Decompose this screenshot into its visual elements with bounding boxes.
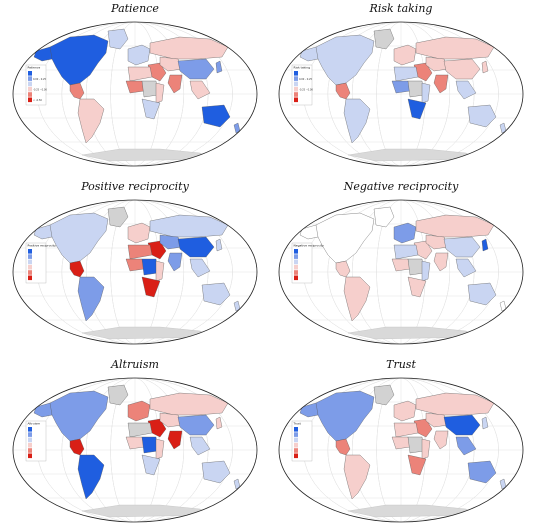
legend-tick-label: -0.25 - 0.00 — [33, 89, 47, 92]
legend-swatch — [294, 98, 298, 103]
world-map: Risk taking 0.00 - 0.25 -0.25 - 0.00 — [276, 19, 526, 169]
legend-swatch — [294, 249, 298, 254]
map-title: Patience — [6, 2, 264, 15]
world-map: Negative reciprocity — [276, 197, 526, 347]
legend-title: Positive reciprocity — [28, 244, 57, 248]
legend-tick-label: -0.25 - 0.00 — [299, 89, 313, 92]
legend-swatch — [28, 265, 32, 270]
map-panel-negative-reciprocity: Negative reciprocity Negative reciprocit… — [272, 180, 530, 348]
legend-title: Patience — [28, 66, 41, 70]
region-central-africa — [142, 81, 158, 97]
legend-swatch — [28, 76, 32, 81]
legend-swatch — [294, 454, 298, 459]
legend-swatch — [28, 427, 32, 432]
legend-swatch — [28, 443, 32, 448]
legend-swatch — [28, 92, 32, 97]
map-legend: Patience 0.00 - 0.25 -0.25 - 0.00 < -0.50 — [26, 65, 47, 105]
legend-swatch — [294, 260, 298, 265]
legend-swatch — [294, 443, 298, 448]
legend-swatch — [294, 265, 298, 270]
map-panel-patience: Patience Patience 0.00 - 0.25 -0.25 - 0.00… — [6, 2, 264, 170]
legend-swatch — [28, 249, 32, 254]
legend-swatch — [28, 98, 32, 103]
world-map: Altruism — [10, 375, 260, 525]
legend-title: Risk taking — [294, 66, 311, 70]
legend-swatch — [294, 76, 298, 81]
legend-swatch — [28, 454, 32, 459]
legend-swatch — [28, 276, 32, 281]
legend-swatch — [28, 87, 32, 92]
map-panel-altruism: Altruism Altruism — [6, 358, 264, 526]
legend-swatch — [294, 71, 298, 76]
map-title: Negative reciprocity — [272, 180, 530, 193]
legend-swatch — [28, 254, 32, 259]
region-central-africa — [408, 437, 424, 453]
legend-swatch — [28, 432, 32, 437]
map-title: Risk taking — [272, 2, 530, 15]
map-panel-trust: Trust Trust — [272, 358, 530, 526]
world-map: Positive reciprocity — [10, 197, 260, 347]
legend-swatch — [294, 87, 298, 92]
region-central-africa — [142, 437, 158, 453]
legend-swatch — [294, 82, 298, 87]
map-legend: Altruism — [26, 421, 46, 461]
legend-title: Altruism — [28, 422, 41, 426]
legend-swatch — [294, 427, 298, 432]
region-central-africa — [142, 259, 158, 275]
legend-tick-label: < -0.50 — [33, 99, 42, 102]
legend-swatch — [294, 254, 298, 259]
map-panel-positive-reciprocity: Positive reciprocity Positive reciprocit… — [6, 180, 264, 348]
map-panel-risk-taking: Risk taking Risk taking 0.00 - 0.25 -0.25 … — [272, 2, 530, 170]
legend-tick-label: 0.00 - 0.25 — [299, 78, 313, 81]
legend-swatch — [28, 438, 32, 443]
legend-swatch — [294, 270, 298, 275]
legend-swatch — [294, 448, 298, 453]
legend-swatch — [28, 71, 32, 76]
world-map: Patience 0.00 - 0.25 -0.25 - 0.00 < -0.50 — [10, 19, 260, 169]
legend-swatch — [294, 92, 298, 97]
legend-swatch — [294, 432, 298, 437]
legend-swatch — [28, 448, 32, 453]
legend-swatch — [294, 438, 298, 443]
legend-swatch — [28, 82, 32, 87]
map-title: Positive reciprocity — [6, 180, 264, 193]
map-title: Altruism — [6, 358, 264, 371]
legend-swatch — [28, 260, 32, 265]
legend-title: Trust — [293, 422, 302, 426]
map-title: Trust — [272, 358, 530, 371]
legend-swatch — [294, 276, 298, 281]
legend-title: Negative reciprocity — [294, 244, 324, 248]
map-legend: Risk taking 0.00 - 0.25 -0.25 - 0.00 — [292, 65, 313, 105]
legend-tick-label: 0.00 - 0.25 — [33, 78, 47, 81]
world-map: Trust — [276, 375, 526, 525]
region-central-africa — [408, 259, 424, 275]
region-central-africa — [408, 81, 424, 97]
map-legend: Trust — [292, 421, 312, 461]
legend-swatch — [28, 270, 32, 275]
